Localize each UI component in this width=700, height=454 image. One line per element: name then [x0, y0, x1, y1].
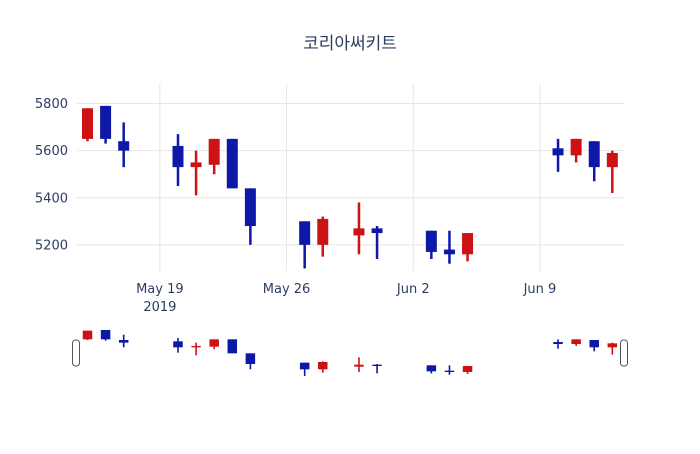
rangeslider-candle — [100, 330, 111, 341]
rangeslider-candle-body — [462, 366, 473, 372]
candle-2019-05-31[interactable] — [371, 226, 383, 259]
rangeslider-candle-body — [318, 362, 328, 370]
y-tick-label: 5400 — [35, 191, 68, 206]
candle-body — [588, 141, 600, 168]
rangeslider-candle — [191, 342, 201, 356]
candle-body — [443, 249, 455, 255]
rangeslider-candle-body — [100, 330, 111, 340]
rangeslider-candle-body — [245, 353, 256, 364]
candle-2019-05-17[interactable] — [118, 122, 130, 168]
rangeslider-candle-body — [227, 339, 238, 354]
candle-2019-05-20[interactable] — [172, 134, 184, 186]
candles-layer[interactable] — [81, 105, 618, 269]
rangeslider-candle — [462, 366, 473, 374]
candle-body — [226, 138, 238, 189]
rangeslider-candle — [82, 330, 93, 340]
candle-2019-05-22[interactable] — [208, 138, 220, 175]
candle-body — [606, 153, 618, 168]
rangeslider-candle-body — [426, 365, 437, 372]
axis-layer: 5200 5400 5600 5800 May 19 2019 May 26 Jun 2 Jun… — [35, 97, 556, 315]
candle-body — [81, 108, 93, 139]
rangeslider-candle-body — [589, 340, 599, 348]
rangeslider-candle — [318, 361, 328, 373]
y-tick-label: 5600 — [35, 144, 68, 159]
rangeslider-candle-body — [444, 370, 455, 372]
rangeslider-candle-body — [191, 346, 201, 348]
rangeslider-candle-body — [354, 364, 364, 367]
candle-2019-05-16[interactable] — [100, 105, 112, 144]
candle-body — [317, 218, 329, 245]
candle-2019-06-04[interactable] — [443, 230, 455, 264]
rangeslider-candle — [372, 364, 382, 374]
x-tick-label: Jun 9 — [523, 282, 557, 297]
x-tick-label: Jun 2 — [396, 282, 430, 297]
candle-body — [425, 230, 437, 252]
x-tick-label: May 26 — [263, 282, 311, 297]
rangeslider-candle — [245, 353, 256, 370]
rangeslider-candle — [426, 365, 437, 374]
candle-2019-05-28[interactable] — [317, 216, 329, 257]
candle-body — [208, 138, 220, 165]
y-tick-label: 5200 — [35, 238, 68, 253]
candle-2019-05-15[interactable] — [81, 108, 93, 142]
rangeslider-candle-body — [571, 339, 581, 344]
rangeslider-candle-body — [607, 343, 618, 348]
x-tick-label: May 19 — [136, 282, 184, 297]
rangeslider-candle-body — [299, 362, 310, 370]
rangeslider-candle — [209, 339, 219, 350]
candle-body — [299, 221, 311, 245]
rangeslider[interactable] — [72, 330, 628, 376]
candle-2019-06-13[interactable] — [606, 150, 618, 194]
rangeslider-candle — [354, 357, 364, 372]
candle-2019-06-10[interactable] — [552, 138, 564, 172]
candle-2019-05-23[interactable] — [226, 138, 238, 189]
grid-layer — [77, 84, 625, 271]
candle-2019-06-12[interactable] — [588, 141, 600, 182]
rangeslider-candle — [444, 365, 455, 375]
rangeslider-candle — [571, 339, 581, 346]
rangeslider-candle — [607, 342, 618, 355]
candle-body — [552, 148, 564, 156]
candle-2019-05-30[interactable] — [353, 202, 365, 255]
rangeslider-candle — [227, 339, 238, 354]
candle-body — [172, 145, 184, 168]
candle-2019-05-27[interactable] — [299, 221, 311, 269]
y-tick-label: 5800 — [35, 97, 68, 112]
candle-body — [462, 233, 474, 255]
candle-body — [244, 188, 256, 227]
rangeslider-candle — [553, 339, 563, 349]
candle-2019-05-24[interactable] — [244, 188, 256, 245]
candle-2019-05-21[interactable] — [190, 150, 202, 196]
rangeslider-candle-body — [82, 330, 93, 340]
rangeslider-candle-body — [173, 341, 183, 348]
rangeslider-candle-body — [553, 342, 563, 344]
rangeslider-handle-left[interactable] — [72, 339, 80, 367]
candle-2019-06-05[interactable] — [462, 233, 474, 262]
rangeslider-candle — [173, 338, 183, 353]
candle-body — [190, 162, 202, 168]
candle-2019-06-03[interactable] — [425, 230, 437, 259]
candle-body — [570, 138, 582, 156]
x-tick-sublabel: 2019 — [143, 300, 176, 315]
candle-2019-06-11[interactable] — [570, 138, 582, 163]
rangeslider-handle-right[interactable] — [620, 339, 628, 367]
candle-body — [118, 141, 130, 151]
candle-body — [353, 228, 365, 236]
rangeslider-candle-body — [372, 364, 382, 366]
rangeslider-candle — [299, 362, 310, 376]
rangeslider-candle — [589, 340, 599, 352]
rangeslider-candle-body — [118, 340, 129, 343]
candle-body — [100, 105, 112, 139]
rangeslider-candle-body — [209, 339, 219, 347]
candle-body — [371, 228, 383, 234]
chart-title: 코리아써키트 — [303, 34, 397, 54]
rangeslider-candle — [118, 334, 129, 348]
